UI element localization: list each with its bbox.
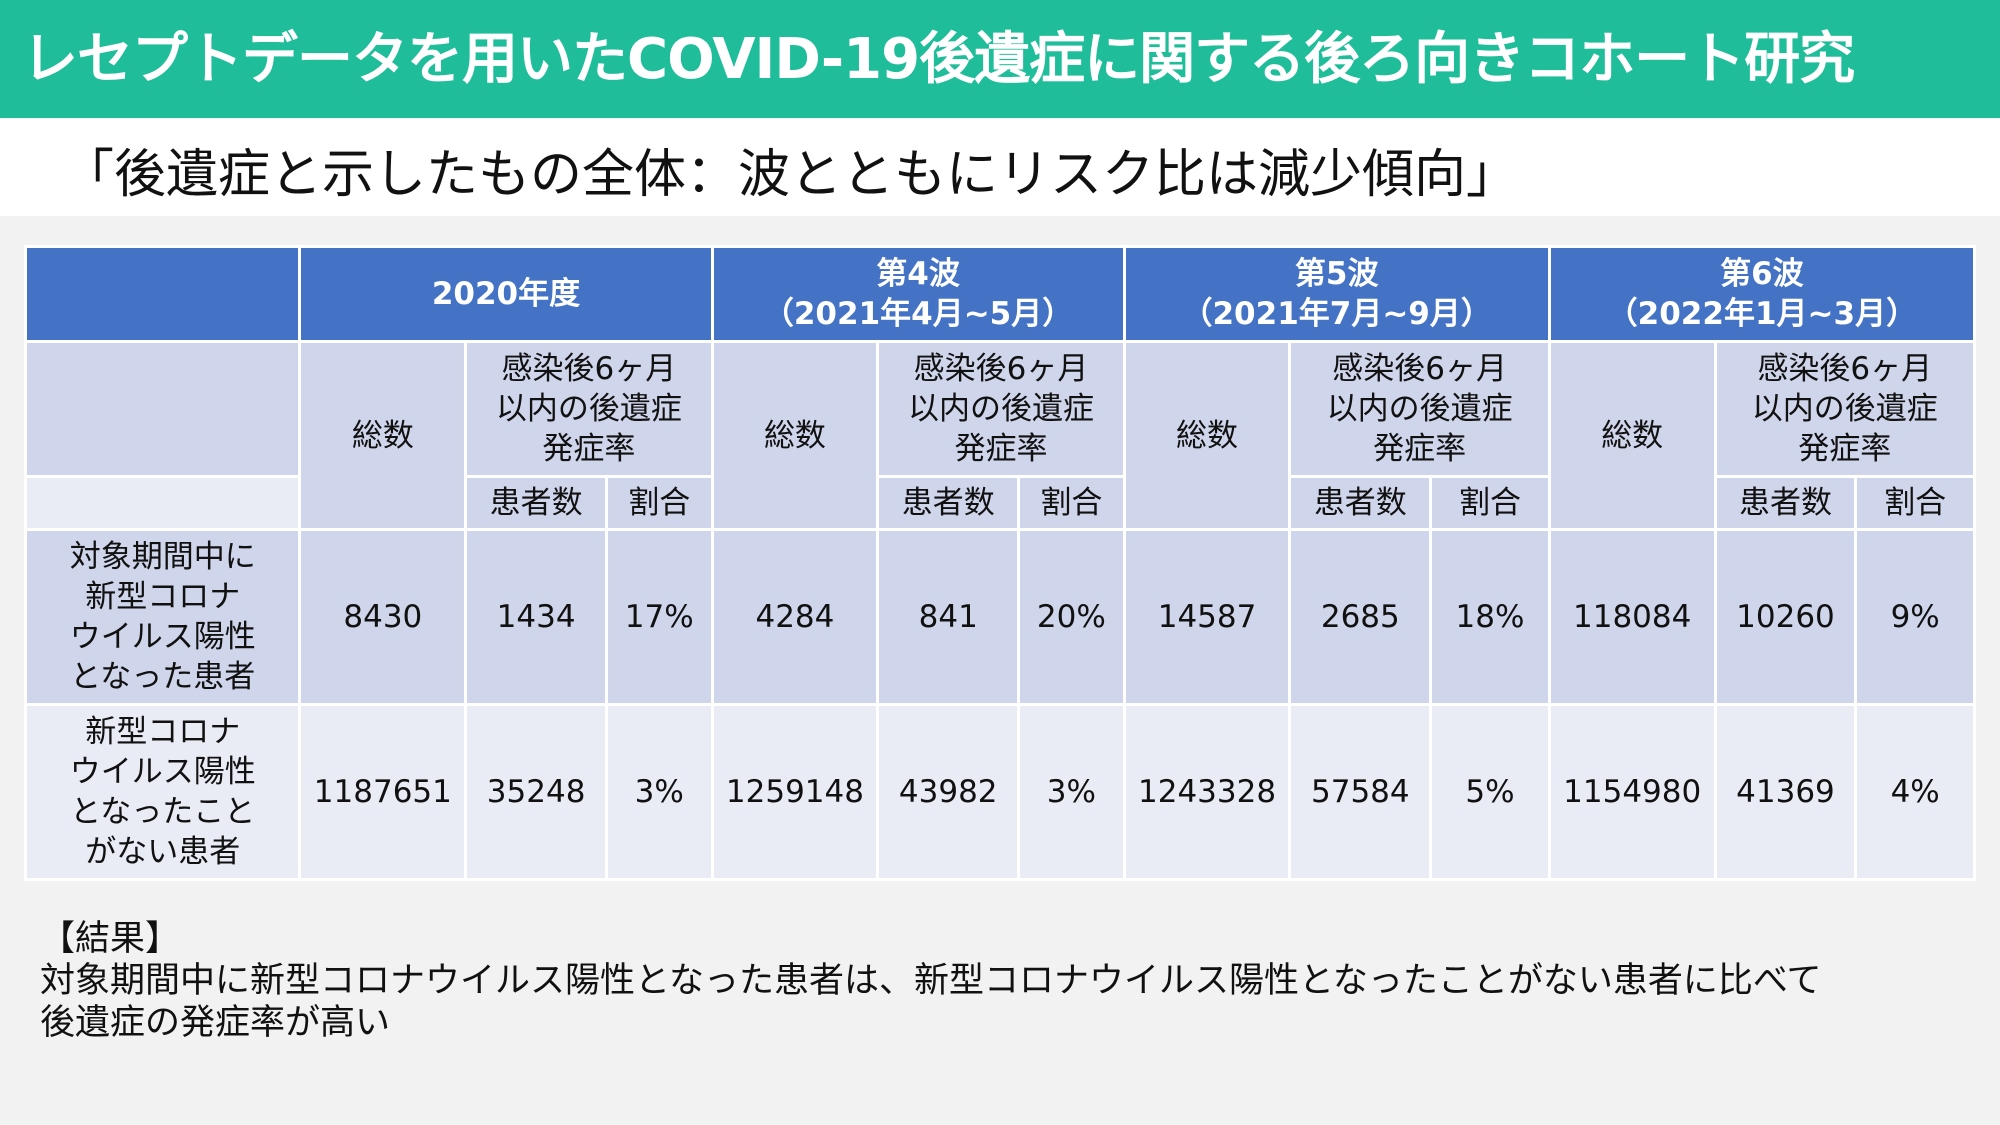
patients-cell: 41369 [1716, 706, 1855, 878]
ratio-header: 割合 [1857, 478, 1973, 528]
patients-header: 患者数 [467, 478, 605, 528]
total-header: 総数 [713, 343, 877, 528]
ratio-cell: 5% [1432, 706, 1548, 878]
row-label-header [27, 343, 299, 475]
patients-cell: 10260 [1716, 531, 1855, 703]
subtitle-band: 「後遺症と示したもの全体：波とともにリスク比は減少傾向」 [0, 118, 2000, 216]
period-range: （2021年7月~9月） [1181, 296, 1492, 332]
ratio-cell: 18% [1432, 531, 1548, 703]
sub-header-row-1: 総数 感染後6ヶ月 以内の後遺症 発症率 総数 感染後6ヶ月 以内の後遺症 発症… [27, 343, 1973, 528]
results-text-line2: 後遺症の発症率が高い [40, 1003, 391, 1043]
ratio-cell: 3% [1020, 706, 1123, 878]
row-label-header [27, 478, 299, 528]
total-cell: 1259148 [713, 706, 877, 878]
ratio-header: 割合 [1020, 478, 1123, 528]
results-heading: 【結果】 [40, 919, 181, 959]
results-section: 【結果】 対象期間中に新型コロナウイルス陽性となった患者は、新型コロナウイルス陽… [40, 918, 1970, 1044]
ratio-cell: 9% [1857, 531, 1973, 703]
title-bar: レセプトデータを用いたCOVID-19後遺症に関する後ろ向きコホート研究 [0, 0, 2000, 118]
period-title: 2020年度 [431, 276, 581, 312]
period-title: 第5波 [1294, 256, 1379, 292]
incidence-header: 感染後6ヶ月 以内の後遺症 発症率 [879, 343, 1123, 475]
total-cell: 1187651 [301, 706, 465, 878]
table-row: 新型コロナ ウイルス陽性 となったこと がない患者 1187651 35248 … [27, 706, 1973, 878]
total-cell: 8430 [301, 531, 465, 703]
ratio-cell: 17% [607, 531, 711, 703]
patients-cell: 57584 [1291, 706, 1430, 878]
slide-subtitle: 「後遺症と示したもの全体：波とともにリスク比は減少傾向」 [62, 145, 1519, 205]
total-header: 総数 [301, 343, 465, 528]
total-header: 総数 [1125, 343, 1289, 528]
results-table: 2020年度 第4波 （2021年4月~5月） 第5波 （2021年7月~9月）… [24, 245, 1976, 881]
slide-title: レセプトデータを用いたCOVID-19後遺症に関する後ろ向きコホート研究 [22, 27, 1855, 92]
ratio-header: 割合 [607, 478, 711, 528]
period-title: 第6波 [1720, 256, 1804, 292]
table-row: 対象期間中に 新型コロナ ウイルス陽性 となった患者 8430 1434 17%… [27, 531, 1973, 703]
ratio-cell: 4% [1857, 706, 1973, 878]
sub-header-row-2: 患者数 割合 患者数 割合 患者数 割合 患者数 割合 [27, 478, 1973, 528]
total-cell: 4284 [713, 531, 877, 703]
period-range: （2022年1月~3月） [1606, 296, 1918, 332]
patients-cell: 2685 [1291, 531, 1430, 703]
incidence-header: 感染後6ヶ月 以内の後遺症 発症率 [1716, 343, 1973, 475]
total-cell: 1243328 [1125, 706, 1289, 878]
corner-cell [27, 248, 299, 340]
patients-cell: 43982 [879, 706, 1018, 878]
total-cell: 118084 [1550, 531, 1714, 703]
ratio-cell: 20% [1020, 531, 1123, 703]
period-header-wave4: 第4波 （2021年4月~5月） [713, 248, 1123, 340]
results-text-line1: 対象期間中に新型コロナウイルス陽性となった患者は、新型コロナウイルス陽性となった… [40, 961, 1822, 1001]
incidence-header: 感染後6ヶ月 以内の後遺症 発症率 [1291, 343, 1548, 475]
period-header-wave6: 第6波 （2022年1月~3月） [1550, 248, 1973, 340]
ratio-cell: 3% [607, 706, 711, 878]
patients-header: 患者数 [1716, 478, 1855, 528]
incidence-header: 感染後6ヶ月 以内の後遺症 発症率 [467, 343, 711, 475]
period-header-wave5: 第5波 （2021年7月~9月） [1125, 248, 1548, 340]
total-cell: 14587 [1125, 531, 1289, 703]
period-title: 第4波 [876, 256, 960, 292]
ratio-header: 割合 [1432, 478, 1548, 528]
row-label-positive: 対象期間中に 新型コロナ ウイルス陽性 となった患者 [27, 531, 299, 703]
period-header-2020: 2020年度 [301, 248, 711, 340]
period-range: （2021年4月~5月） [762, 296, 1074, 332]
patients-header: 患者数 [879, 478, 1018, 528]
patients-header: 患者数 [1291, 478, 1430, 528]
patients-cell: 1434 [467, 531, 605, 703]
total-cell: 1154980 [1550, 706, 1714, 878]
patients-cell: 841 [879, 531, 1018, 703]
period-header-row: 2020年度 第4波 （2021年4月~5月） 第5波 （2021年7月~9月）… [27, 248, 1973, 340]
total-header: 総数 [1550, 343, 1714, 528]
patients-cell: 35248 [467, 706, 605, 878]
row-label-negative: 新型コロナ ウイルス陽性 となったこと がない患者 [27, 706, 299, 878]
